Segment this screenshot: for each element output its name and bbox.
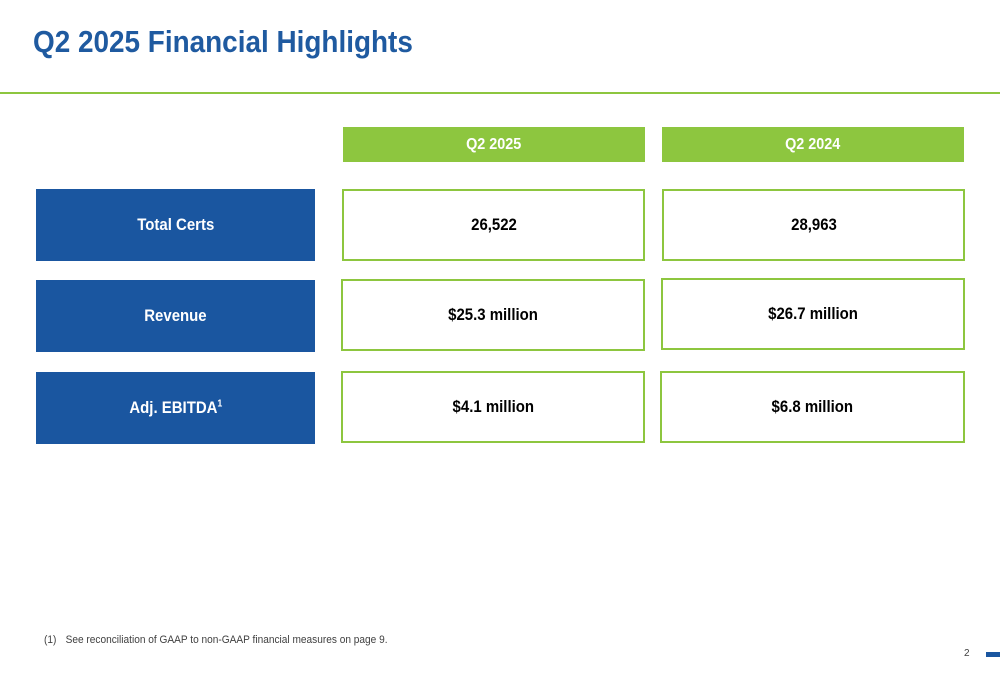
row-label-text: Adj. EBITDA bbox=[128, 398, 218, 417]
value-text: 26,522 bbox=[470, 215, 517, 234]
column-header-label: Q2 2024 bbox=[785, 135, 841, 153]
footnote-text: See reconciliation of GAAP to non-GAAP f… bbox=[65, 634, 388, 646]
value-revenue-prior: $26.7 million bbox=[661, 278, 965, 350]
page-marker-bar bbox=[986, 652, 1000, 657]
value-total-certs-current: 26,522 bbox=[342, 189, 645, 261]
column-header-prior: Q2 2024 bbox=[662, 127, 964, 162]
page-title: Q2 2025 Financial Highlights bbox=[33, 24, 413, 59]
value-revenue-current: $25.3 million bbox=[341, 279, 645, 351]
row-label-revenue: Revenue bbox=[36, 280, 315, 352]
value-adj-ebitda-prior: $6.8 million bbox=[660, 371, 965, 443]
row-label-adj-ebitda: Adj. EBITDA1 bbox=[36, 372, 315, 444]
value-text: $4.1 million bbox=[452, 397, 534, 416]
row-label-text: Total Certs bbox=[136, 215, 215, 234]
title-divider bbox=[0, 92, 1000, 94]
footnote: (1) See reconciliation of GAAP to non-GAA… bbox=[44, 634, 388, 646]
column-header-label: Q2 2025 bbox=[466, 135, 522, 153]
row-label-text: Revenue bbox=[144, 306, 207, 325]
value-text: $6.8 million bbox=[771, 397, 854, 416]
value-adj-ebitda-current: $4.1 million bbox=[341, 371, 645, 443]
column-header-current: Q2 2025 bbox=[343, 127, 645, 162]
footnote-marker: 1 bbox=[217, 398, 222, 410]
value-text: 28,963 bbox=[790, 215, 837, 234]
page-number: 2 bbox=[964, 648, 970, 659]
row-label-total-certs: Total Certs bbox=[36, 189, 315, 261]
footnote-number: (1) bbox=[44, 634, 57, 646]
value-text: $26.7 million bbox=[768, 304, 858, 323]
value-text: $25.3 million bbox=[448, 305, 538, 324]
value-total-certs-prior: 28,963 bbox=[662, 189, 965, 261]
